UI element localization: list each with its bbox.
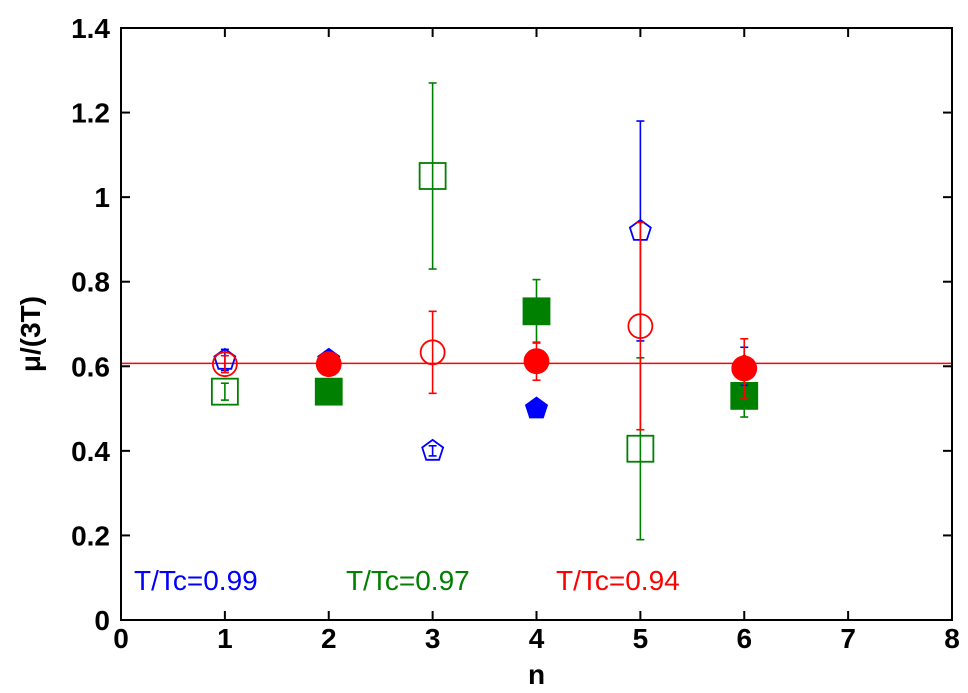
y-axis-label: μ/(3T) — [15, 296, 46, 372]
data-point — [627, 221, 654, 431]
ticks: 0 1 2 3 4 5 6 7 8 0 0.2 0.4 0.6 0.8 1 1.2 1.4 — [71, 13, 960, 654]
square-marker — [522, 297, 551, 326]
x-tick-label: 8 — [944, 623, 960, 654]
data-point — [210, 377, 239, 406]
y-tick-label: 0 — [94, 605, 110, 636]
x-tick-label: 5 — [633, 623, 649, 654]
x-axis-label: n — [528, 659, 545, 690]
y-tick-label: 1.4 — [71, 13, 110, 44]
y-tick-label: 0.8 — [71, 267, 110, 298]
x-tick-label: 2 — [321, 623, 337, 654]
data-marks — [210, 82, 759, 541]
annotation-series-1: T/Tc=0.97 — [346, 565, 470, 596]
series-1 — [210, 82, 759, 541]
circle-marker — [523, 348, 550, 375]
data-point — [418, 82, 447, 270]
data-point — [522, 278, 551, 344]
data-point — [524, 396, 549, 419]
x-tick-label: 1 — [217, 623, 233, 654]
square-marker — [626, 434, 655, 463]
circle-marker — [419, 339, 446, 366]
x-tick-label: 7 — [840, 623, 856, 654]
data-point — [421, 438, 445, 461]
data-point — [314, 377, 343, 406]
data-point — [523, 341, 550, 382]
pentagon-marker — [524, 396, 549, 419]
circle-marker — [315, 351, 342, 378]
series-0 — [213, 120, 756, 461]
square-marker — [418, 162, 447, 190]
x-tick-label: 0 — [113, 623, 129, 654]
circle-marker — [731, 355, 758, 382]
y-tick-label: 0.4 — [71, 436, 110, 467]
series-2 — [211, 221, 758, 431]
annotation-series-0: T/Tc=0.99 — [134, 565, 258, 596]
x-tick-label: 6 — [736, 623, 752, 654]
data-point — [419, 310, 446, 395]
data-point — [315, 351, 342, 378]
square-marker — [210, 377, 239, 406]
y-tick-label: 1.2 — [71, 98, 110, 129]
annotation-series-2: T/Tc=0.94 — [556, 565, 680, 596]
data-point — [211, 351, 238, 378]
y-tick-label: 0.6 — [71, 351, 110, 382]
x-tick-label: 3 — [425, 623, 441, 654]
circle-marker — [627, 313, 654, 340]
y-tick-label: 1 — [94, 182, 110, 213]
data-point — [731, 337, 758, 399]
y-tick-label: 0.2 — [71, 520, 110, 551]
pentagon-marker — [421, 438, 445, 461]
circle-marker — [211, 351, 238, 378]
x-tick-label: 4 — [529, 623, 545, 654]
square-marker — [314, 377, 343, 406]
